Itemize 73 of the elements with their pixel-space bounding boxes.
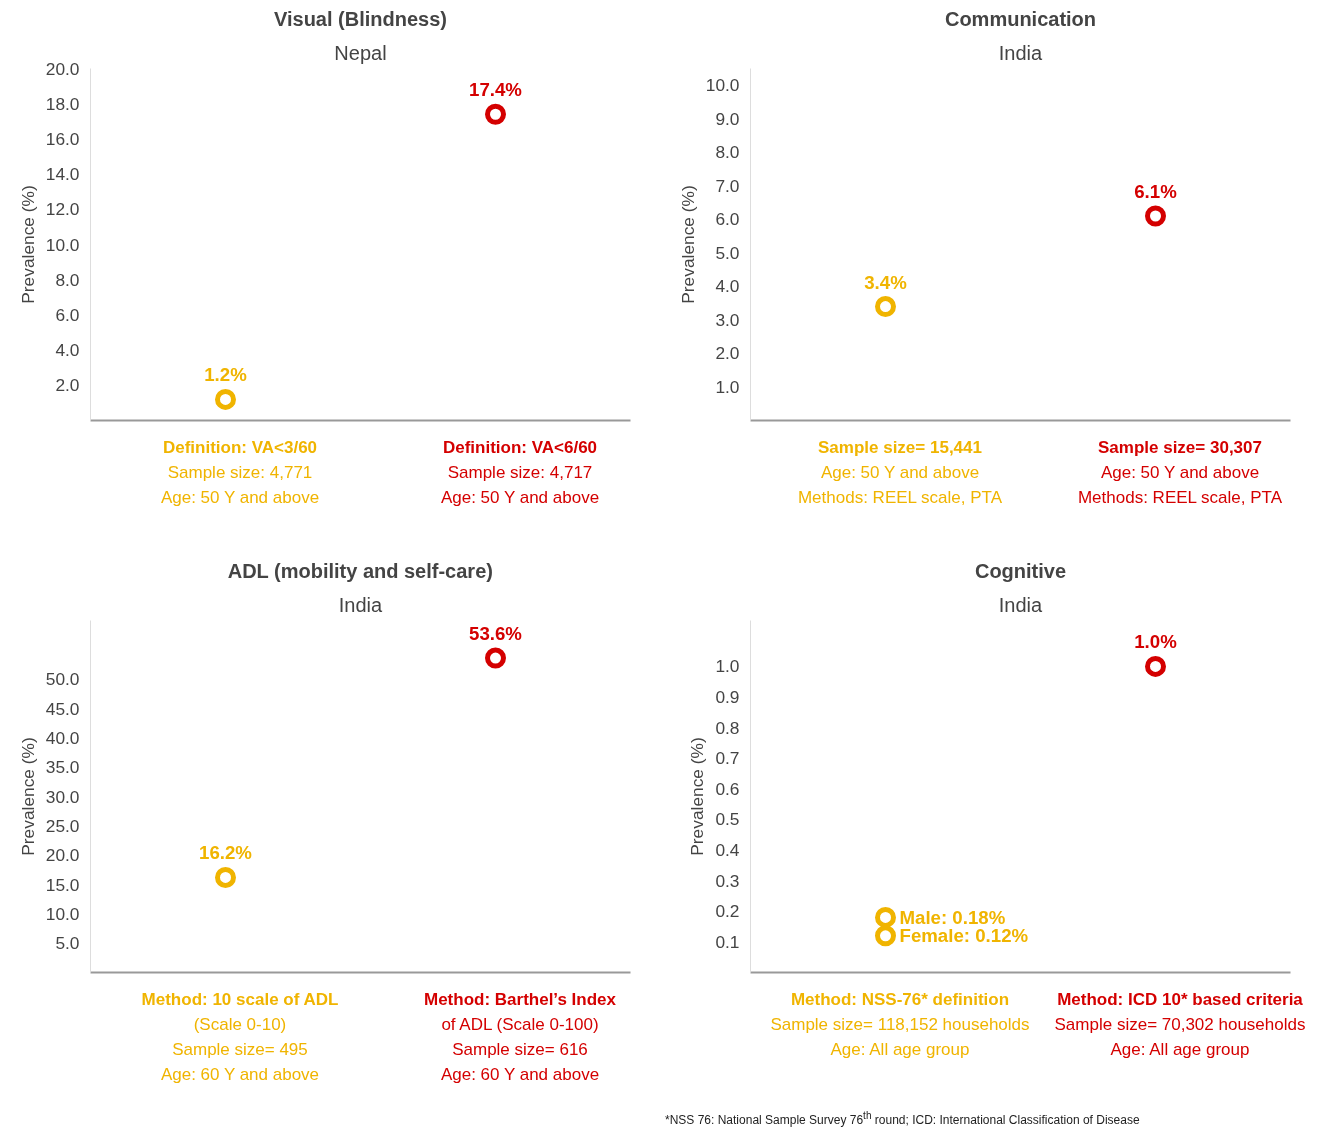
- y-tick-label: 6.0: [55, 304, 80, 325]
- y-tick-label: 15.0: [45, 874, 80, 895]
- y-tick-label: 45.0: [45, 698, 80, 719]
- y-tick-label: 7.0: [715, 175, 740, 196]
- y-axis-title: Prevalence (%): [677, 185, 698, 304]
- y-tick-label: 0.7: [715, 748, 740, 769]
- y-tick-label: 9.0: [715, 108, 740, 129]
- data-label: 1.0%: [1134, 631, 1178, 653]
- chart-subtitle: India: [998, 41, 1044, 64]
- y-tick-label: 10.0: [45, 903, 80, 924]
- x-tick-label: Method: ICD 10* based criteria Sample size= 70,302 households Age: All age group: [1054, 989, 1306, 1061]
- point: [1145, 655, 1166, 677]
- y-tick-label: 30.0: [45, 786, 80, 807]
- y-tick-label: 10.0: [45, 234, 80, 255]
- data-label: 53.6%: [469, 623, 523, 645]
- y-tick-label: 0.3: [715, 870, 740, 891]
- text: *NSS 76: National Sample Survey 76$^{th}$ round; ICD: International Classification of Disease: [665, 1109, 1140, 1129]
- chart-title: Visual (Blindness): [274, 7, 448, 30]
- chart-subtitle: Nepal: [334, 41, 387, 64]
- y-tick-label: 0.6: [715, 778, 740, 799]
- y-tick-label: 2.0: [715, 343, 740, 364]
- y-tick-label: 4.0: [715, 276, 740, 297]
- y-tick-label: 1.0: [715, 376, 740, 397]
- y-tick-label: 50.0: [45, 669, 80, 690]
- y-tick-label: 0.8: [715, 717, 740, 738]
- y-tick-label: 0.5: [715, 809, 740, 830]
- chart-subtitle: India: [998, 593, 1044, 616]
- y-axis-title: Prevalence (%): [17, 737, 38, 856]
- data-label: 1.2%: [204, 364, 248, 386]
- chart-title: Communication: [944, 7, 1097, 30]
- x-tick-label: Sample size= 30,307 Age: 50 Y and above Methods: REEL scale, PTA: [1077, 437, 1283, 509]
- data-label: Male: 0.18%: [899, 906, 1006, 928]
- y-tick-label: 0.9: [715, 687, 740, 708]
- y-tick-label: 0.2: [715, 901, 740, 922]
- x-tick-label: Sample size= 15,441 Age: 50 Y and above Methods: REEL scale, PTA: [797, 437, 1003, 509]
- data-label: 6.1%: [1134, 181, 1178, 202]
- data-label: Female: 0.12%: [899, 925, 1029, 947]
- y-tick-label: 16.0: [45, 128, 80, 149]
- y-tick-label: 6.0: [715, 209, 740, 230]
- point: [875, 925, 896, 947]
- y-axis-title: Prevalence (%): [687, 737, 708, 856]
- y-tick-label: 12.0: [45, 199, 80, 220]
- chart-title: ADL (mobility and self-care): [227, 559, 493, 582]
- y-tick-label: 20.0: [45, 845, 80, 866]
- y-tick-label: 1.0: [715, 656, 740, 677]
- y-tick-label: 10.0: [705, 75, 740, 96]
- y-tick-label: 5.0: [715, 242, 740, 263]
- y-tick-label: 2.0: [55, 375, 80, 396]
- y-tick-label: 8.0: [55, 269, 80, 290]
- y-tick-label: 0.4: [715, 840, 740, 861]
- data-label: 16.2%: [199, 842, 253, 864]
- chart-title: Cognitive: [974, 559, 1067, 582]
- data-label: 17.4%: [469, 79, 523, 101]
- y-tick-label: 20.0: [45, 58, 80, 79]
- y-tick-label: 8.0: [715, 142, 740, 163]
- y-axis-title: Prevalence (%): [17, 185, 38, 304]
- x-tick-label: Method: 10 scale of ADL (Scale 0-10) Sample size= 495 Age: 60 Y and above: [141, 989, 339, 1086]
- x-tick-label: Definition: VA<6/60 Sample size: 4,717 Age: 50 Y and above: [440, 437, 600, 509]
- y-tick-label: 18.0: [45, 93, 80, 114]
- y-tick-label: 35.0: [45, 757, 80, 778]
- y-tick-label: 4.0: [55, 340, 80, 361]
- data-label: 3.4%: [864, 271, 908, 293]
- y-tick-label: 25.0: [45, 815, 80, 836]
- point: [875, 906, 896, 928]
- y-tick-label: 3.0: [715, 309, 740, 330]
- x-tick-label: Method: Barthel’s Index of ADL (Scale 0-100) Sample size= 616 Age: 60 Y and above: [423, 989, 617, 1086]
- x-tick-label: Method: NSS-76* definition Sample size= 118,152 households Age: All age group: [770, 989, 1030, 1061]
- y-tick-label: 5.0: [55, 933, 80, 954]
- x-tick-label: Definition: VA<3/60 Sample size: 4,771 Age: 50 Y and above: [160, 437, 320, 509]
- y-tick-label: 40.0: [45, 727, 80, 748]
- y-tick-label: 0.1: [715, 931, 740, 952]
- y-tick-label: 14.0: [45, 164, 80, 185]
- chart-subtitle: India: [338, 593, 384, 616]
